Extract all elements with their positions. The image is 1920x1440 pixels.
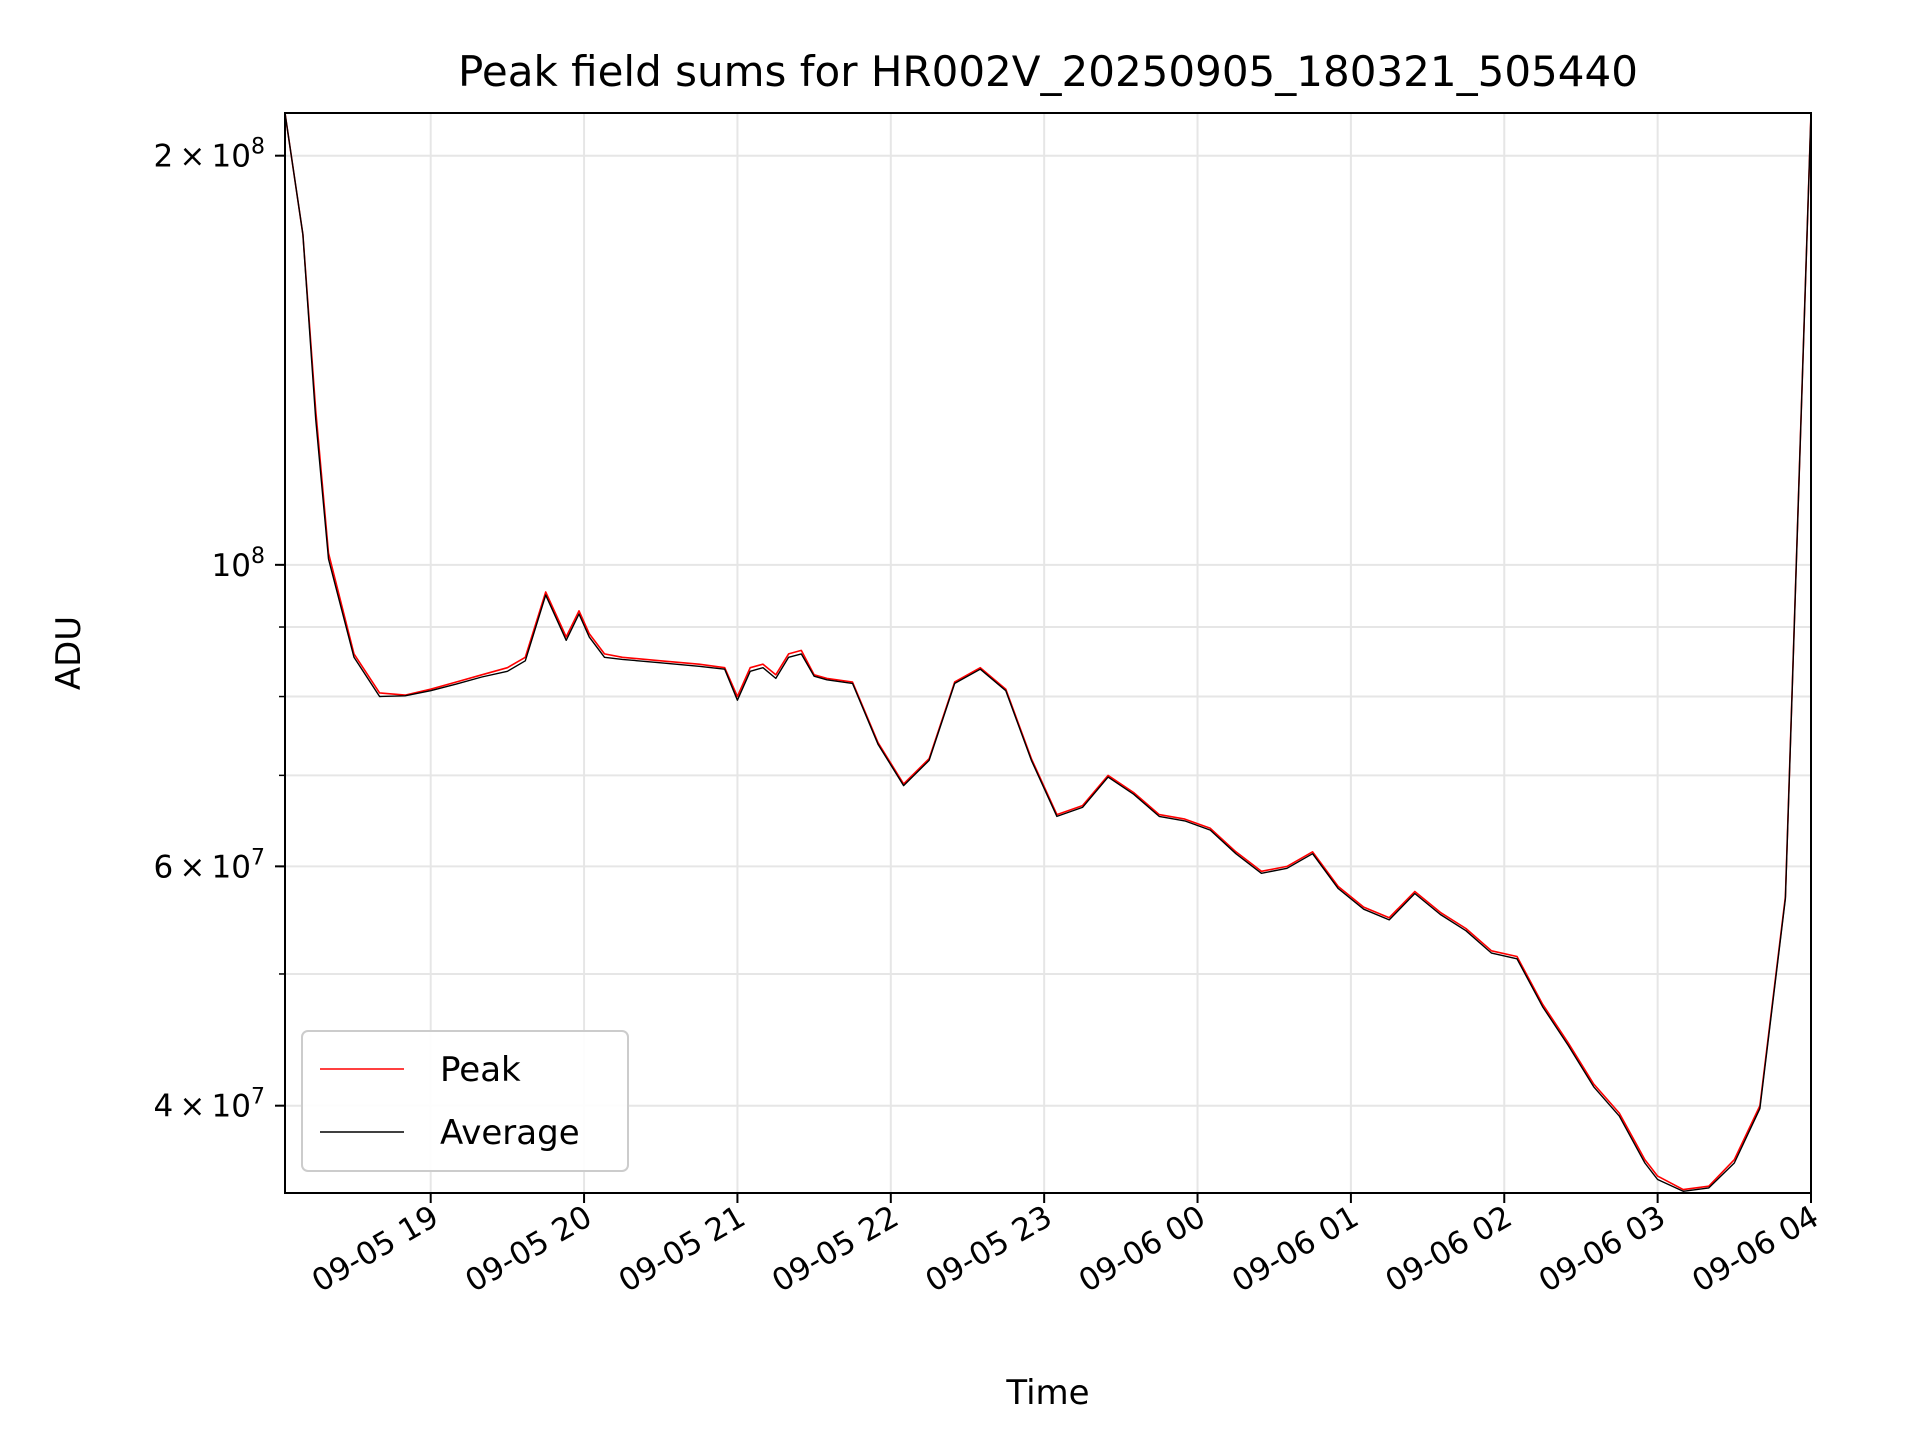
legend: Peak Average [301,1030,629,1172]
series-line-peak [284,112,1812,1191]
legend-label-peak: Peak [440,1050,521,1090]
legend-box [301,1030,629,1172]
y-tick-label: 2 × 108 [153,135,265,175]
plot-frame [284,112,1812,1194]
x-axis-label: Time [1005,1373,1089,1413]
y-axis-label: ADU [49,616,89,690]
chart-title: Peak field sums for HR002V_20250905_1803… [458,47,1638,96]
y-tick-label: 4 × 107 [153,1085,265,1125]
series-layer [284,112,1812,1193]
legend-label-average: Average [440,1113,580,1153]
y-tick-label: 6 × 107 [153,845,265,885]
series-line-average [284,112,1812,1193]
